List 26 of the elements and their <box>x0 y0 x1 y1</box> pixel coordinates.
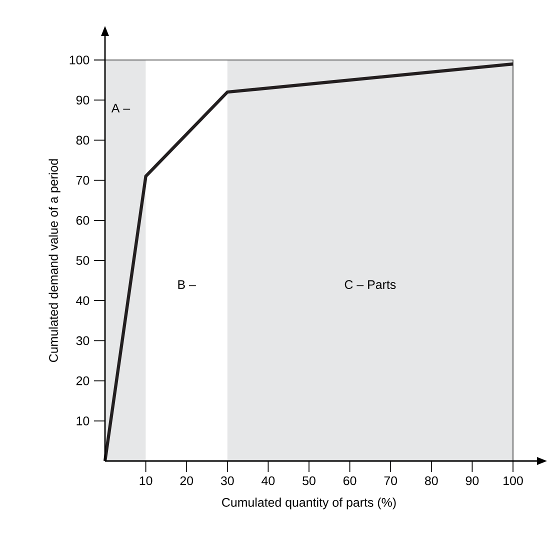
line-series <box>103 62 515 463</box>
x-tick-label: 50 <box>302 476 316 486</box>
x-tick-label: 90 <box>466 476 479 486</box>
y-tick-label: 50 <box>76 256 90 265</box>
y-tick-label: 40 <box>76 296 90 306</box>
x-axis-title: Cumulated quantity of parts (%) <box>222 498 396 510</box>
y-axis-title: Cumulated demand value of a period <box>48 159 60 362</box>
band-label: C – Parts <box>344 280 396 289</box>
x-tick-label: 20 <box>180 476 194 486</box>
y-tick-label: 20 <box>76 376 90 386</box>
y-tick-label: 70 <box>76 176 90 185</box>
y-tick-label: 90 <box>76 96 90 105</box>
x-tick-label: 40 <box>262 476 275 486</box>
x-tick-label: 70 <box>384 476 398 486</box>
y-tick-label: 80 <box>76 136 90 145</box>
band-label: A – <box>111 104 130 112</box>
y-tick-label: 10 <box>76 416 90 426</box>
x-tick-label: 30 <box>220 476 234 486</box>
x-tick-label: 80 <box>425 476 438 486</box>
band-label: B – <box>178 280 196 289</box>
y-tick-label: 100 <box>70 56 90 64</box>
x-tick-label: 100 <box>504 476 523 486</box>
y-tick-label: 30 <box>76 336 90 346</box>
x-tick-label: 60 <box>344 476 356 486</box>
x-tick-label: 10 <box>140 476 152 486</box>
y-tick-label: 60 <box>76 216 90 225</box>
